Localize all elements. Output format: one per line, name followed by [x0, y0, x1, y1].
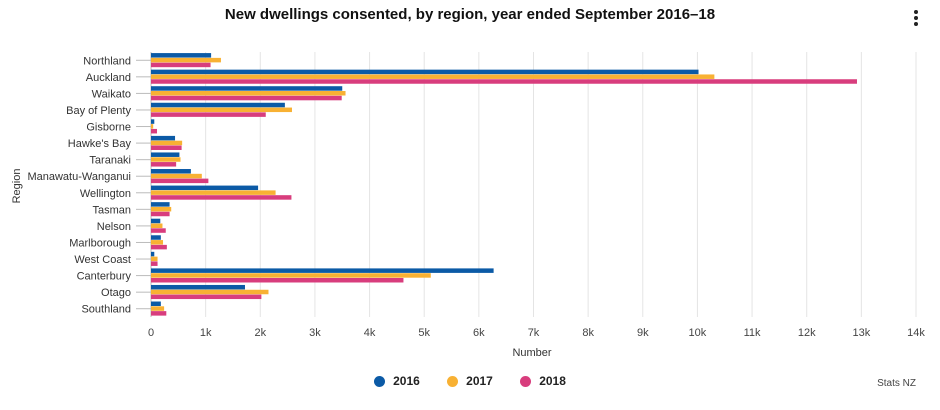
bar-2018: [151, 62, 211, 68]
source-credit: Stats NZ: [877, 378, 916, 389]
category-labels: Northland Auckland Waikato Bay of Plenty Gis…: [27, 55, 131, 315]
x-axis-title: Number: [512, 347, 551, 359]
bar-2016: [151, 235, 161, 240]
category-label: Northland: [83, 55, 131, 67]
bar-2018: [151, 79, 857, 84]
x-tick-label: 6k: [473, 327, 485, 339]
bar-2018: [151, 294, 262, 300]
legend-marker-2016: [374, 375, 386, 387]
category-label: Nelson: [97, 221, 131, 233]
bar-2018: [151, 178, 209, 184]
bar-2017: [151, 206, 172, 212]
bar-2016: [151, 218, 161, 224]
legend-label-2017: 2017: [466, 374, 493, 388]
category-label: Auckland: [86, 72, 131, 84]
bar-2017: [151, 74, 715, 79]
legend-marker-2018: [520, 375, 532, 387]
bar-2017: [151, 256, 158, 262]
bar-2018: [151, 128, 158, 134]
bar-2017: [151, 140, 183, 146]
x-tick-label: 12k: [798, 327, 816, 339]
legend-marker-2017: [447, 375, 459, 387]
category-label: Taranaki: [89, 155, 131, 167]
x-tick-label: 4k: [364, 327, 376, 339]
bar-2017: [151, 124, 154, 129]
x-tick-label: 10k: [689, 327, 707, 339]
x-tick-label: 9k: [637, 327, 649, 339]
bar-2016: [151, 102, 285, 108]
bar-2017: [151, 190, 276, 195]
bar-2016: [151, 69, 699, 75]
category-label: Hawke's Bay: [68, 138, 132, 150]
bar-2018: [151, 95, 342, 101]
x-tick-label: 11k: [744, 327, 761, 339]
x-tick-labels: 0 1k 2k 3k 4k 5k 6k 7k 8k 9k 10k 11k 12k 13k 14k: [148, 327, 925, 339]
category-label: Tasman: [92, 204, 131, 216]
category-label: Waikato: [92, 88, 131, 100]
legend-item-2016[interactable]: 2016: [374, 374, 420, 388]
bar-2017: [151, 57, 221, 63]
category-label: Wellington: [80, 188, 131, 200]
bar-chart: Northland Auckland Waikato Bay of Plenty Gis…: [11, 52, 925, 359]
bar-2016: [151, 86, 343, 91]
category-label: Manawatu-Wanganui: [27, 171, 131, 183]
x-tick-label: 2k: [254, 327, 266, 339]
legend-item-2018[interactable]: 2018: [520, 374, 566, 388]
kebab-menu-icon[interactable]: [912, 10, 920, 30]
bar-2017: [151, 107, 292, 113]
x-tick-label: 8k: [582, 327, 594, 339]
bar-2018: [151, 112, 266, 117]
chart-title: New dwellings consented, by region, year…: [224, 6, 716, 23]
bar-2016: [151, 251, 155, 257]
legend: 2016 2017 2018: [0, 374, 940, 390]
x-tick-label: 7k: [528, 327, 540, 339]
legend-label-2016: 2016: [393, 374, 420, 388]
x-tick-label: 1k: [200, 327, 212, 339]
bar-2018: [151, 244, 167, 250]
bar-2017: [151, 173, 202, 179]
y-axis-title: Region: [11, 169, 23, 204]
x-tick-label: 3k: [309, 327, 321, 339]
category-label: Gisborne: [86, 122, 131, 134]
bar-2017: [151, 240, 164, 245]
bar-2018: [151, 261, 158, 266]
bar-2016: [151, 53, 212, 58]
bar-2016: [151, 284, 245, 290]
category-label: Southland: [81, 304, 131, 316]
bars: [151, 53, 857, 316]
grid-lines: [136, 52, 917, 317]
bar-2018: [151, 311, 167, 316]
category-label: Marlborough: [69, 237, 131, 249]
bar-2018: [151, 162, 177, 167]
x-tick-label: 0: [148, 327, 154, 339]
bar-2017: [151, 306, 165, 311]
x-tick-label: 14k: [907, 327, 925, 339]
bar-2016: [151, 135, 176, 141]
category-label: West Coast: [74, 254, 131, 266]
bar-2017: [151, 273, 431, 278]
bar-2016: [151, 202, 170, 207]
bar-2016: [151, 268, 494, 273]
category-label: Canterbury: [77, 271, 132, 283]
bar-2017: [151, 91, 346, 96]
category-label: Bay of Plenty: [66, 105, 131, 117]
bar-2016: [151, 119, 155, 124]
bar-2018: [151, 145, 182, 150]
bar-2016: [151, 169, 191, 174]
x-tick-label: 13k: [852, 327, 870, 339]
category-label: Otago: [101, 287, 131, 299]
bar-2016: [151, 301, 161, 307]
bar-2017: [151, 289, 269, 295]
legend-label-2018: 2018: [539, 374, 566, 388]
bar-2016: [151, 152, 180, 157]
bar-2018: [151, 211, 170, 217]
legend-item-2017[interactable]: 2017: [447, 374, 493, 388]
bar-2018: [151, 228, 166, 233]
bar-2017: [151, 223, 163, 229]
x-tick-label: 5k: [418, 327, 430, 339]
bar-2018: [151, 277, 404, 283]
bar-2016: [151, 185, 259, 191]
bar-2018: [151, 195, 292, 200]
bar-2017: [151, 157, 181, 162]
